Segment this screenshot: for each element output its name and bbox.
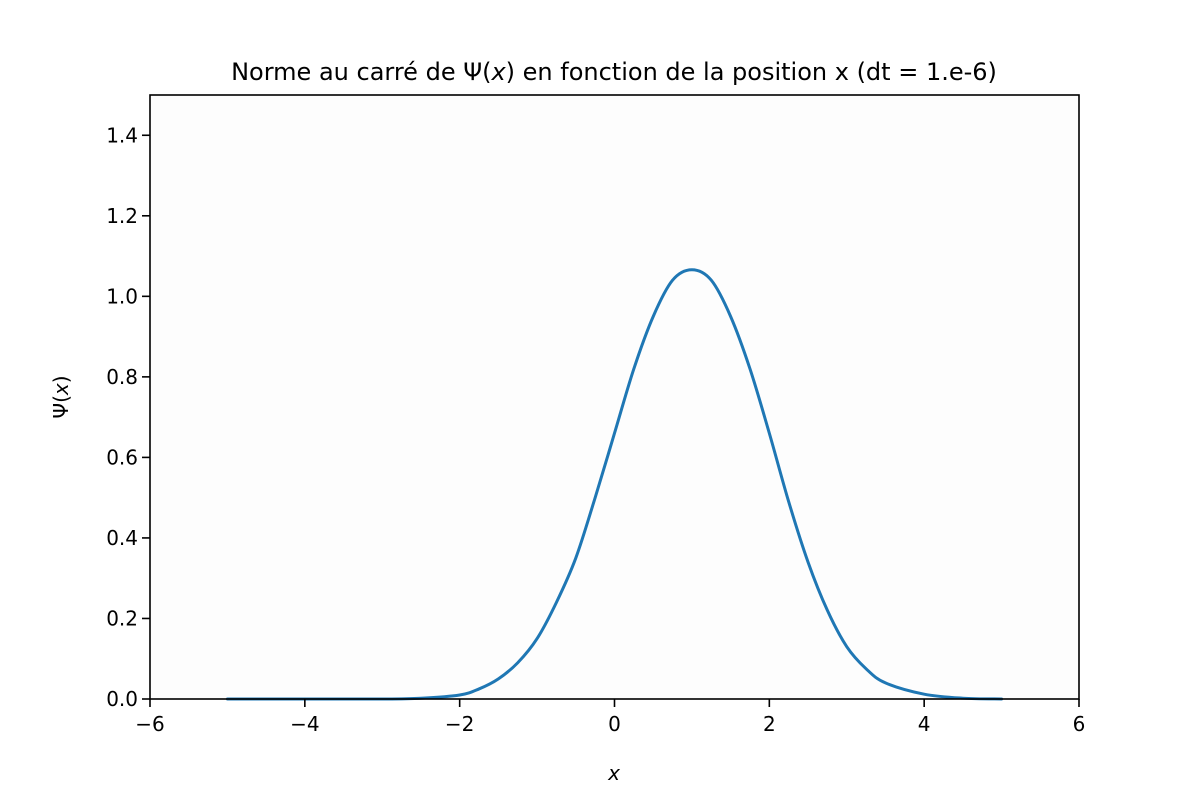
series-layer [225,268,1004,701]
y-axis-label: Ψ(x) [49,375,73,418]
y-tick-label: 1.4 [106,123,138,147]
y-tick-label: 1.0 [106,284,138,308]
x-tick-label: −6 [135,712,164,736]
x-axis-label: x [607,761,620,785]
x-tick-label: 6 [1073,712,1086,736]
y-tick-label: 1.2 [106,204,138,228]
x-tick-label: 2 [763,712,776,736]
y-tick-label: 0.4 [106,526,138,550]
y-tick-label: 0.2 [106,606,138,630]
y-tick-label: 0.8 [106,365,138,389]
series-line [225,268,1004,701]
x-ticks: −6 −4 −2 0 2 4 6 [135,699,1085,736]
x-tick-label: 0 [608,712,621,736]
y-tick-label: 0.6 [106,445,138,469]
x-tick-label: −2 [445,712,474,736]
y-ticks: 0.0 0.2 0.4 0.6 0.8 1.0 1.2 1.4 [106,123,150,711]
plot-area-background [150,95,1079,699]
x-tick-label: −4 [290,712,319,736]
chart-title: Norme au carré de Ψ(x) en fonction de la… [231,58,997,86]
y-tick-label: 0.0 [106,687,138,711]
x-tick-label: 4 [918,712,931,736]
